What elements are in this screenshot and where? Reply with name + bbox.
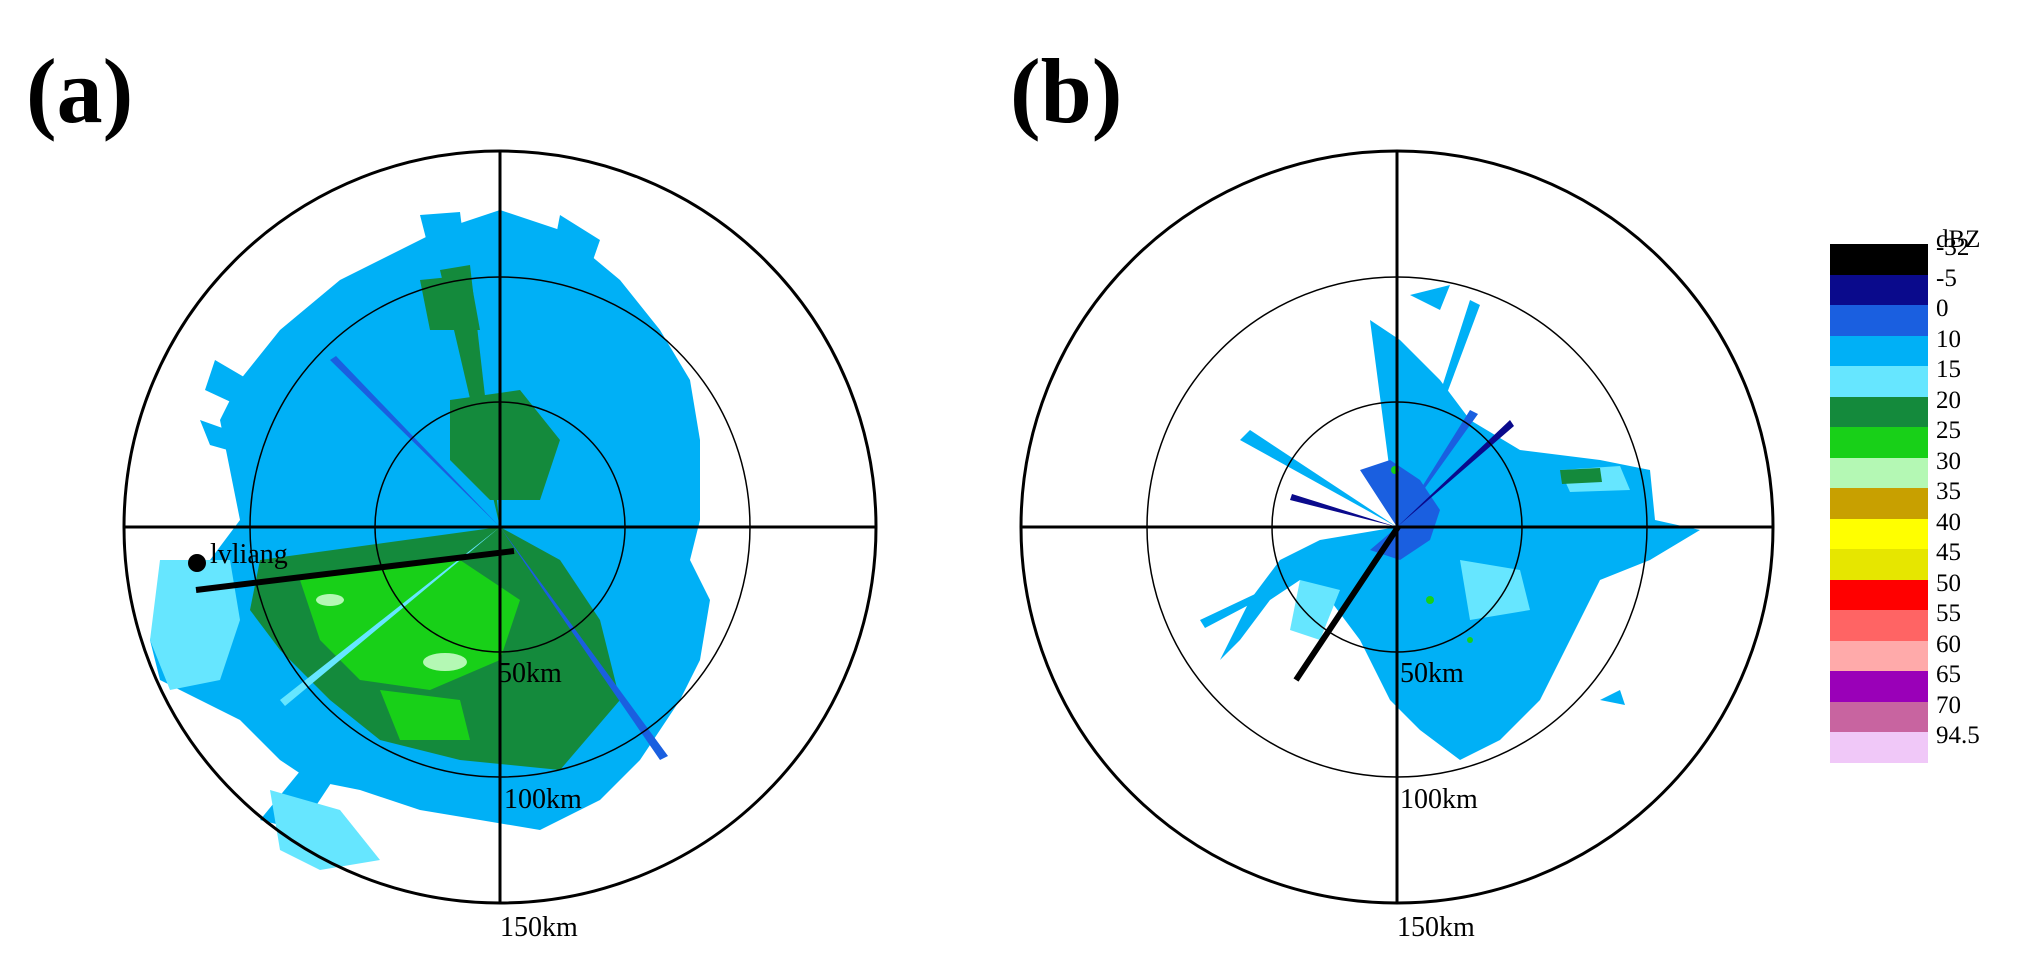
site-marker-lvliang (188, 554, 206, 572)
cross-section-line-a (195, 548, 515, 593)
range-label-150km-b: 150km (1397, 912, 1475, 943)
legend-swatch (1830, 366, 1928, 397)
range-label-100km-a: 100km (504, 784, 582, 815)
range-label-100km-b: 100km (1400, 784, 1478, 815)
legend-swatch (1830, 701, 1928, 732)
panel-b-label: (b) (1010, 40, 1123, 142)
legend-value: 20 (1936, 386, 1961, 414)
legend-swatch (1830, 518, 1928, 549)
legend-swatch (1830, 427, 1928, 458)
legend-swatch (1830, 732, 1928, 763)
crosshair-a (124, 151, 876, 903)
echo-field-b (1200, 285, 1700, 760)
legend-value: 0 (1936, 295, 1949, 322)
legend-swatch (1830, 244, 1928, 275)
legend-swatch (1830, 335, 1928, 366)
legend-swatch (1830, 457, 1928, 488)
legend-unit: dBZ (1936, 226, 1981, 253)
legend-value: -5 (1936, 264, 1957, 292)
legend-swatch (1830, 305, 1928, 336)
legend-swatch (1830, 274, 1928, 305)
legend-value: 10 (1936, 325, 1961, 353)
legend-swatch (1830, 610, 1928, 641)
site-label-lvliang: lvliang (210, 539, 288, 570)
legend-value: 94.5 (1936, 722, 1980, 749)
range-label-50km-b: 50km (1400, 658, 1464, 689)
legend-value: 15 (1936, 356, 1961, 383)
legend-value: 30 (1936, 447, 1961, 475)
legend-value: 25 (1936, 417, 1961, 444)
legend-swatch (1830, 640, 1928, 671)
radar-ppi-panel-a: lvliang 50km 100km 150km (122, 149, 878, 943)
legend-value: 40 (1936, 508, 1961, 536)
legend-value: 45 (1936, 539, 1961, 566)
cross-section-line-b (1293, 525, 1401, 682)
legend-swatch (1830, 488, 1928, 519)
radar-ppi-panel-b: 50km 100km 150km (1019, 149, 1775, 943)
range-label-50km-a: 50km (498, 658, 562, 689)
legend-swatch (1830, 549, 1928, 580)
legend-value: 50 (1936, 569, 1961, 597)
panel-a-label: (a) (26, 40, 134, 142)
legend-value: 55 (1936, 600, 1961, 627)
legend-value: 35 (1936, 478, 1961, 505)
legend-value: -32 (1936, 234, 1970, 261)
echo-field-a (150, 210, 710, 870)
legend-swatch (1830, 396, 1928, 427)
range-label-150km-a: 150km (500, 912, 578, 943)
legend-swatch (1830, 671, 1928, 702)
legend-swatch (1830, 579, 1928, 610)
legend-value: 65 (1936, 661, 1961, 688)
legend-value: 60 (1936, 630, 1961, 658)
legend-value: 70 (1936, 691, 1961, 719)
